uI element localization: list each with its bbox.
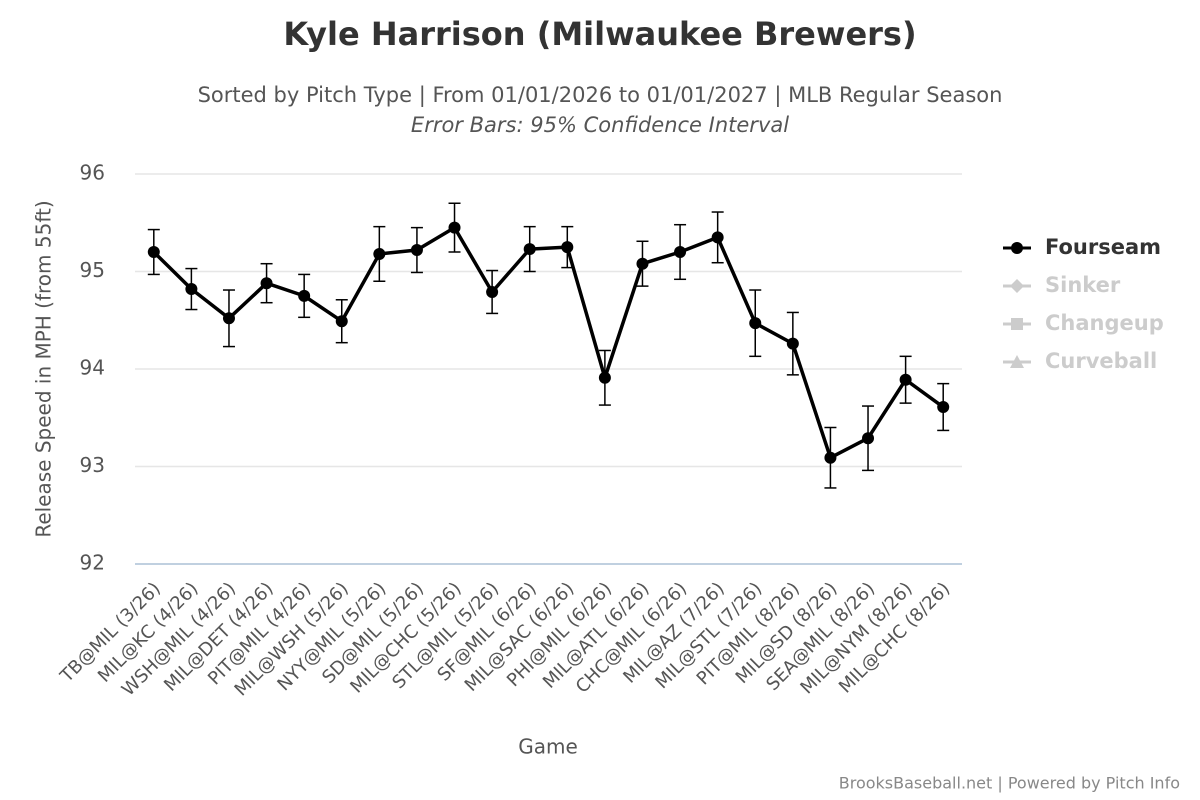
y-tick-label: 93 — [80, 453, 105, 477]
x-axis-title: Game — [518, 735, 578, 759]
point — [448, 221, 461, 234]
series-line — [152, 225, 945, 460]
point — [598, 371, 611, 384]
point — [786, 337, 799, 350]
point — [298, 289, 311, 302]
point — [335, 315, 348, 328]
point — [147, 246, 160, 258]
chart-note: Error Bars: 95% Confidence Interval — [411, 113, 789, 137]
y-tick-label: 96 — [80, 161, 105, 185]
point — [486, 285, 499, 298]
point — [674, 246, 687, 258]
point — [222, 312, 235, 325]
legend-marker — [1010, 279, 1024, 293]
legend-label: Changeup — [1045, 311, 1164, 335]
legend-marker — [1010, 355, 1024, 368]
y-tick-label: 95 — [80, 258, 105, 282]
y-tick-label: 92 — [80, 551, 105, 575]
point — [523, 243, 536, 256]
legend-label: Curveball — [1045, 349, 1157, 373]
chart-title: Kyle Harrison (Milwaukee Brewers) — [283, 15, 916, 53]
point — [824, 451, 837, 464]
point — [410, 244, 423, 257]
credit: BrooksBaseball.net | Powered by Pitch In… — [839, 774, 1180, 793]
y-axis-title: Release Speed in MPH (from 55ft) — [32, 200, 56, 537]
point — [636, 257, 649, 270]
point — [711, 231, 724, 244]
legend-label: Fourseam — [1045, 235, 1161, 259]
chart-subtitle: Sorted by Pitch Type | From 01/01/2026 t… — [198, 83, 1003, 108]
point — [260, 277, 273, 290]
point — [185, 283, 198, 296]
point — [937, 401, 950, 414]
point — [561, 241, 574, 254]
point — [899, 373, 912, 386]
point — [862, 432, 875, 445]
point — [373, 247, 386, 260]
legend-marker — [1011, 318, 1023, 330]
point — [749, 317, 762, 330]
y-tick-label: 94 — [80, 356, 105, 380]
legend-label: Sinker — [1045, 273, 1121, 297]
legend-marker — [1011, 242, 1023, 254]
